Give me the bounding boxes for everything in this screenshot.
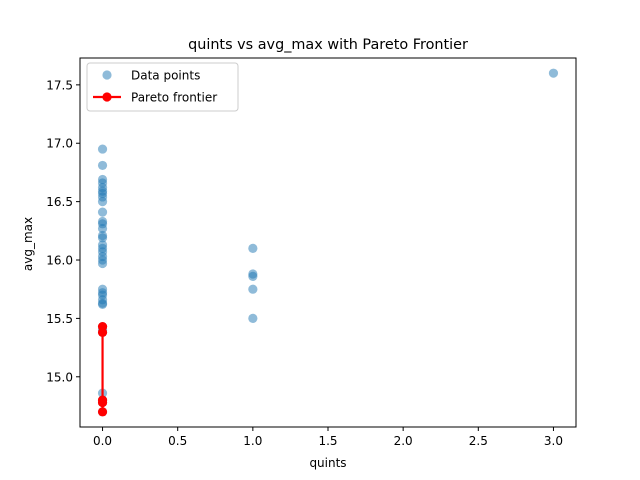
y-tick-label: 15.5 (46, 312, 73, 326)
x-tick-label: 1.0 (243, 434, 262, 448)
axes: 0.0 0.5 1.0 1.5 2.0 2.5 3.0 15.0 15.5 16.0 16.5 17.… (46, 57, 577, 448)
data-point (97, 230, 108, 241)
y-tick-label: 17.0 (46, 137, 73, 151)
pareto-frontier-point (97, 407, 108, 417)
y-tick-label: 16.0 (46, 254, 73, 268)
legend-marker-pareto-frontier (102, 92, 112, 102)
y-tick-label: 16.5 (46, 195, 73, 209)
x-tick-label: 2.5 (469, 434, 488, 448)
data-point (248, 243, 258, 253)
data-point (97, 207, 108, 217)
data-point (97, 160, 108, 171)
data-point (248, 269, 258, 279)
pareto-frontier-point (97, 327, 108, 338)
legend: Data points Pareto frontier (86, 62, 239, 112)
data-point (97, 216, 108, 227)
plot-area (97, 68, 559, 417)
data-point (548, 68, 559, 78)
data-point (97, 174, 108, 185)
x-tick-label: 2.0 (394, 434, 413, 448)
data-point (97, 144, 108, 154)
x-tick-label: 0.0 (93, 434, 112, 448)
legend-marker-data-points (102, 70, 112, 80)
data-point (97, 284, 108, 294)
y-axis-label: avg_max (21, 217, 35, 271)
data-point (248, 313, 258, 324)
y-tick-label: 17.5 (46, 78, 73, 92)
data-point (97, 240, 108, 250)
data-point (248, 284, 258, 294)
legend-label-data-points: Data points (131, 69, 200, 83)
chart-title: quints vs avg_max with Pareto Frontier (188, 37, 468, 53)
x-axis-label: quints (309, 456, 346, 470)
x-tick-label: 0.5 (168, 434, 187, 448)
legend-frame (86, 62, 239, 112)
x-tick-label: 3.0 (544, 434, 563, 448)
x-tick-label: 1.5 (318, 434, 337, 448)
pareto-frontier-point (97, 397, 108, 408)
y-tick-label: 15.0 (46, 370, 73, 384)
legend-label-pareto-frontier: Pareto frontier (131, 91, 217, 105)
